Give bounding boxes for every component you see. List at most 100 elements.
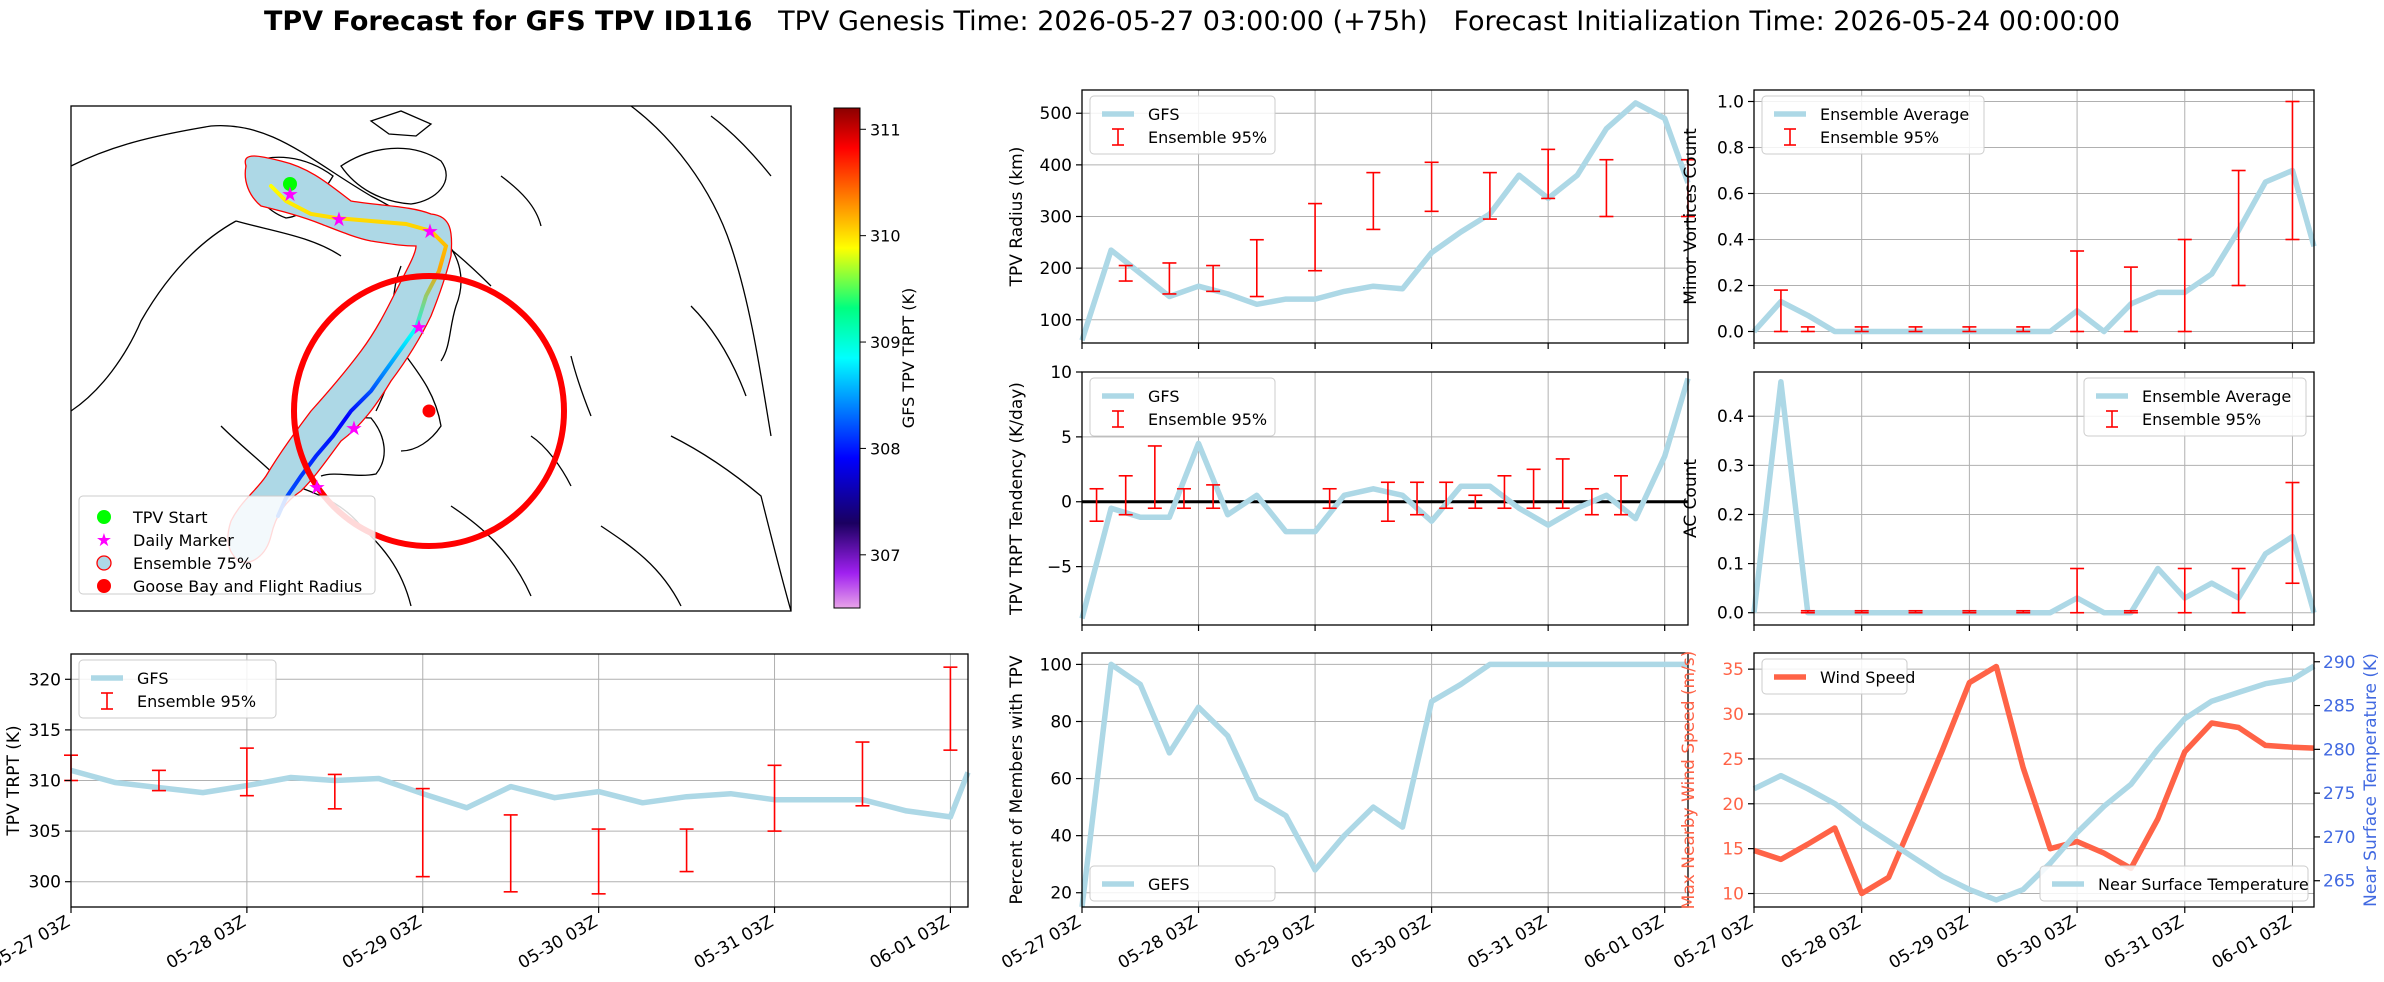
colorbar-tick-label: 307 [870, 546, 901, 565]
x-tick-label: 05-30 03Z [515, 912, 601, 973]
series-line-gfs [70, 767, 971, 820]
error-bar [1773, 289, 1788, 333]
x-tick-label: 05-29 03Z [1886, 912, 1972, 973]
legend-entry: GFS [1148, 105, 1179, 124]
init-time: Forecast Initialization Time: 2026-05-24… [1453, 6, 2121, 37]
y-right-tick-label: 285 [2323, 697, 2355, 717]
x-tick-label: 05-28 03Z [1115, 912, 1201, 973]
error-bar [415, 787, 430, 878]
error-bar [1176, 487, 1191, 510]
legend-tpv-start: TPV Start [132, 508, 208, 527]
members-chart: 20 40 60 80 100 Percent of Members with TPV 05… [998, 652, 1689, 973]
error-bar [1410, 481, 1425, 516]
error-bar [1482, 171, 1497, 220]
coastlines [70, 105, 792, 612]
error-bar [1089, 487, 1104, 523]
error-bar [1439, 481, 1454, 510]
plot-frame [1753, 652, 2315, 908]
legend-entry: Near Surface Temperature [2098, 875, 2309, 894]
title-bold: TPV Forecast for GFS TPV ID116 [263, 6, 753, 37]
legend-entry: GEFS [1148, 875, 1190, 894]
y-tick-label: 0.4 [1717, 407, 1744, 427]
genesis-time: TPV Genesis Time: 2026-05-27 03:00:00 (+… [778, 6, 1428, 37]
x-tick-label: 06-01 03Z [2209, 912, 2295, 973]
y-tick-label: 315 [29, 721, 61, 741]
y-tick-label: 0.1 [1717, 555, 1744, 575]
radius-chart: 100 200 300 400 500 TPV Radius (km) GFS Ensembl… [1007, 89, 1695, 349]
y-tick-label: 0.3 [1717, 456, 1744, 476]
y-tick-label: 310 [29, 772, 61, 792]
legend-entry: Ensemble 95% [1148, 128, 1267, 147]
error-bar [1308, 202, 1323, 272]
error-bar [1854, 609, 1869, 614]
plot-frame [1081, 652, 1689, 908]
error-bar [679, 828, 694, 873]
error-bar [1854, 326, 1869, 333]
error-bar [855, 741, 870, 807]
y-tick-label: 0.2 [1717, 505, 1744, 525]
y-axis-label: Percent of Members with TPV [1007, 655, 1027, 904]
x-tick-label: 05-27 03Z [998, 912, 1084, 973]
legend-entry: Ensemble 95% [2142, 410, 2261, 429]
x-tick-label: 05-31 03Z [1464, 912, 1550, 973]
series-line-gefs [1079, 661, 1688, 908]
y-tick-label: 0.4 [1717, 231, 1744, 251]
x-tick-label: 05-29 03Z [1231, 912, 1317, 973]
error-bar [1118, 474, 1133, 516]
error-bar [1613, 474, 1628, 516]
y-right-tick-label: 290 [2323, 653, 2355, 673]
chart-legend: Wind Speed [1761, 658, 1915, 695]
error-bar [2177, 567, 2192, 614]
error-bar [1800, 326, 1815, 333]
y-right-tick-label: 270 [2323, 828, 2355, 848]
svg-text:★: ★ [96, 530, 112, 551]
y-right-axis-label: Near Surface Temperature (K) [2361, 653, 2381, 907]
error-bar [503, 814, 518, 893]
y-axis-label: AC Count [1681, 459, 1701, 538]
error-bar [1800, 609, 1815, 614]
error-bar [1584, 487, 1599, 516]
daily-marker-3: ★ [410, 315, 428, 339]
x-tick-label: 06-01 03Z [1581, 912, 1667, 973]
legend-entry: Ensemble Average [1820, 105, 1969, 124]
y-right-tick-label: 275 [2323, 784, 2355, 804]
plot-frame [1081, 371, 1689, 626]
goose-bay-marker [422, 404, 436, 418]
error-bar [1322, 487, 1337, 510]
series-line-ensemble-average [1751, 167, 2317, 335]
error-bar [1497, 474, 1512, 510]
wind-temperature-chart: 10 15 20 25 30 35 Max Nearby Wind Speed (m/s) 2… [1670, 651, 2381, 974]
x-tick-label: 05-27 03Z [0, 912, 74, 973]
y-tick-label: 100 [1040, 655, 1072, 675]
y-tick-label: 10 [1050, 363, 1072, 383]
error-bar [1206, 484, 1221, 510]
x-tick-label: 05-30 03Z [1993, 912, 2079, 973]
y-tick-label: 0 [1061, 493, 1072, 513]
y-axis-label: TPV Radius (km) [1007, 147, 1027, 288]
legend-entry: Wind Speed [1820, 668, 1915, 687]
daily-marker-6: ★ [281, 182, 299, 206]
y-tick-label: 0.2 [1717, 277, 1744, 297]
y-tick-label: 25 [1722, 750, 1744, 770]
y-tick-label: 100 [1040, 311, 1072, 331]
series-line-wind-speed [1753, 663, 2315, 897]
chart-legend-right: Near Surface Temperature [2039, 865, 2309, 902]
y-right-tick-label: 265 [2323, 872, 2355, 892]
error-bar [1526, 468, 1541, 510]
error-bar [1366, 171, 1381, 231]
y-axis-label: Max Nearby Wind Speed (m/s) [1679, 651, 1699, 910]
tpv-start-marker [283, 177, 297, 191]
y-tick-label: 305 [29, 822, 61, 842]
map-legend: ★ TPV Start Daily Marker Ensemble 75% Go… [78, 495, 376, 596]
x-tick-label: 05-29 03Z [339, 912, 425, 973]
y-tick-label: 1.0 [1717, 93, 1744, 113]
y-tick-label: 5 [1061, 428, 1072, 448]
error-bar [1541, 148, 1556, 200]
y-axis-label: Minor Vortices Count [1681, 128, 1701, 305]
minor-vortices-chart: 0.0 0.2 0.4 0.6 0.8 1.0 Minor Vortices Count En… [1681, 89, 2317, 349]
plot-frame [1753, 371, 2315, 626]
y-tick-label: 200 [1040, 259, 1072, 279]
y-tick-label: 35 [1722, 660, 1744, 680]
daily-marker-1: ★ [330, 207, 348, 231]
error-bar [1162, 262, 1177, 295]
